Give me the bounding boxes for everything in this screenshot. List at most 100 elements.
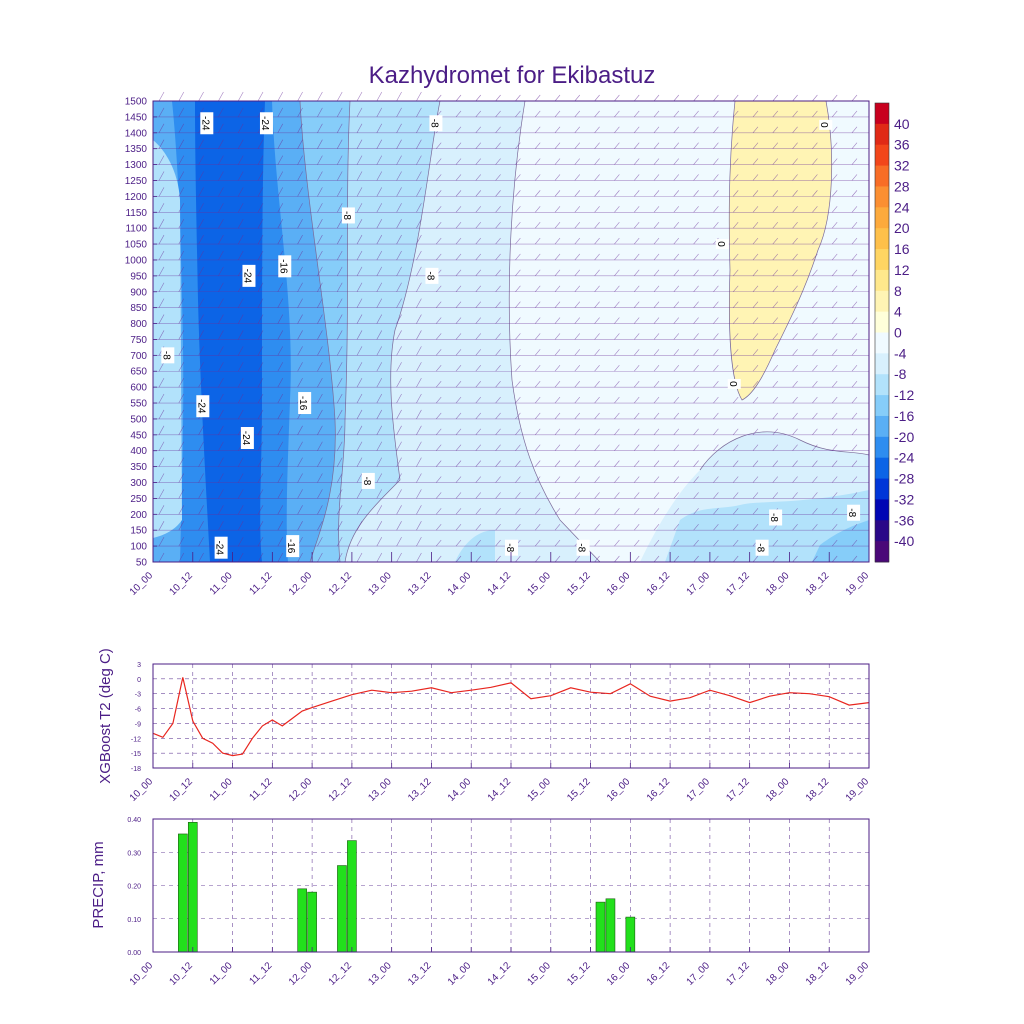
contour-line (728, 100, 833, 401)
barb (356, 552, 363, 563)
barb (594, 396, 600, 404)
barb (554, 94, 561, 102)
barb (515, 126, 521, 133)
barb (732, 539, 739, 547)
barb (713, 126, 719, 133)
colorbar-swatch (875, 436, 889, 459)
contour-label: -24 (195, 395, 210, 418)
barb (356, 536, 363, 547)
barb (792, 221, 798, 229)
barb (237, 393, 244, 404)
barb (752, 428, 759, 436)
barb (752, 301, 759, 308)
barb (653, 539, 660, 547)
barb (792, 555, 798, 563)
barb (336, 489, 343, 499)
x-tick-label: 17_12 (724, 776, 752, 804)
barb (376, 489, 383, 499)
x-tick-label: 15_00 (525, 960, 553, 988)
barb (831, 380, 838, 388)
barb (356, 457, 363, 467)
barb (792, 333, 798, 340)
barb (554, 206, 561, 213)
barb (851, 380, 858, 388)
colorbar-swatch (875, 186, 889, 208)
contour-labels: -24 -24 -8 0 -8 0 -16 -24 -8 -8 0 -24 -16 -24 -8 -8 -8 -2… (160, 112, 861, 559)
y-tick-label: 950 (130, 271, 147, 282)
barb (198, 362, 204, 372)
barb (416, 107, 422, 118)
barb (554, 492, 561, 499)
barb (851, 237, 858, 245)
barb (831, 555, 838, 563)
barb (851, 539, 858, 547)
barb (772, 492, 779, 499)
barb (653, 253, 660, 261)
barb (455, 396, 462, 404)
x-tick-label: 12_00 (287, 570, 315, 598)
barb (752, 126, 759, 133)
contour-label: -8 (361, 472, 375, 489)
barb (614, 396, 620, 404)
barb (435, 221, 442, 229)
y-tick-label: 900 (130, 287, 147, 298)
barb (277, 107, 284, 118)
colorbar-swatch (875, 144, 889, 166)
barb (356, 282, 363, 292)
barb (297, 457, 303, 467)
barb (455, 333, 462, 340)
x-tick-label: 17_12 (724, 570, 752, 598)
barb (831, 253, 838, 261)
barb (435, 317, 442, 324)
barb (158, 521, 165, 531)
barb (297, 473, 303, 483)
barb (574, 94, 581, 102)
barb (792, 110, 798, 118)
barb (495, 158, 501, 165)
barb (594, 237, 600, 245)
barb (831, 285, 838, 292)
barb (396, 393, 402, 404)
barb (812, 237, 818, 245)
barb (356, 362, 363, 372)
barb (713, 158, 719, 165)
barb (218, 219, 224, 229)
barb (237, 505, 244, 515)
barb (673, 555, 680, 563)
barb (198, 521, 204, 531)
barb (297, 123, 303, 133)
barb (693, 301, 699, 308)
barb (673, 333, 680, 340)
barb (831, 142, 838, 149)
barb (574, 237, 581, 245)
barb (633, 94, 640, 102)
barb (752, 237, 759, 245)
barb (673, 285, 680, 292)
barb (198, 552, 204, 563)
barb (673, 412, 680, 420)
barb (435, 492, 442, 499)
barb (237, 457, 244, 467)
barb (653, 221, 660, 229)
barb (792, 539, 798, 547)
y-tick-label: 850 (130, 303, 147, 314)
x-tick-label: 11_12 (248, 570, 275, 597)
barb (653, 412, 660, 420)
barb (356, 505, 363, 515)
barb (356, 441, 363, 451)
barb (455, 142, 462, 149)
barb (594, 317, 600, 324)
barb (198, 187, 204, 197)
x-tick-label: 15_12 (565, 776, 593, 804)
barb (614, 301, 620, 308)
contour-label-bg (242, 264, 256, 287)
barb (792, 174, 798, 181)
barb (574, 365, 581, 372)
barb (297, 377, 303, 388)
colorbar-label: -24 (894, 450, 914, 466)
barb (475, 444, 482, 451)
contour-label: -24 (241, 264, 256, 287)
barb (455, 365, 462, 372)
barb (653, 492, 660, 499)
barb (376, 409, 383, 420)
